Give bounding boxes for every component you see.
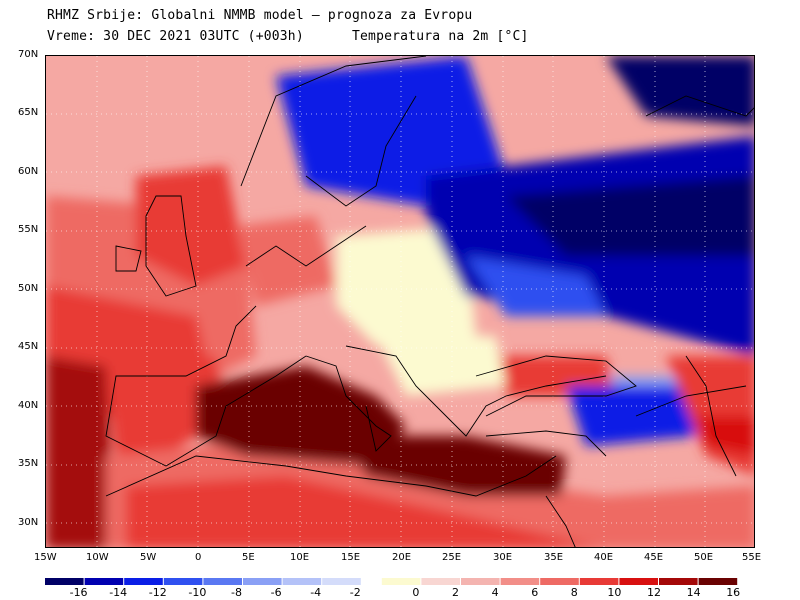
colorbar-swatch (500, 578, 540, 585)
colorbar-swatch (84, 578, 124, 585)
colorbar (45, 578, 738, 585)
colorbar-swatch (124, 578, 163, 585)
lon-label: 45E (644, 552, 664, 563)
colorbar-swatch (45, 578, 84, 585)
colorbar-swatch (282, 578, 322, 585)
colorbar-label: 16 (726, 586, 741, 599)
lon-label: 15E (341, 552, 361, 563)
colorbar-swatch (163, 578, 203, 585)
lon-label: 40E (594, 552, 614, 563)
colorbar-swatch (243, 578, 282, 585)
temperature-field (46, 56, 754, 547)
lon-label: 15W (34, 552, 57, 563)
lat-label: 35N (18, 458, 39, 469)
colorbar-label: 4 (491, 586, 499, 599)
lat-label: 30N (18, 517, 39, 528)
lon-label: 10E (290, 552, 310, 563)
lon-label: 5E (242, 552, 255, 563)
colorbar-label: 2 (452, 586, 459, 599)
colorbar-label: 12 (647, 586, 661, 599)
colorbar-label: 6 (531, 586, 539, 599)
lat-label: 45N (18, 341, 39, 352)
temperature-map (45, 55, 755, 548)
colorbar-label: -14 (109, 586, 128, 599)
coastlines (105, 56, 754, 547)
colorbar-label: 14 (686, 586, 701, 599)
map-title: RHMZ Srbije: Globalni NMMB model — progn… (47, 8, 473, 23)
colorbar-swatch (461, 578, 500, 585)
lon-label: 50E (694, 552, 714, 563)
grid (46, 56, 754, 547)
colorbar-label: 8 (570, 586, 578, 599)
lon-label: 0 (195, 552, 202, 563)
lat-label: 65N (18, 107, 39, 118)
lon-label: 5W (140, 552, 157, 563)
colorbar-swatch (322, 578, 361, 585)
forecast-time: Vreme: 30 DEC 2021 03UTC (+003h) (47, 29, 304, 44)
lon-label: 10W (86, 552, 109, 563)
colorbar-label: -2 (349, 586, 361, 599)
colorbar-label: -6 (270, 586, 282, 599)
variable-name: Temperatura na 2m [°C] (352, 29, 529, 44)
colorbar-label: -16 (69, 586, 88, 599)
lon-label: 20E (392, 552, 412, 563)
lat-label: 55N (18, 224, 39, 235)
colorbar-swatch (659, 578, 698, 585)
colorbar-label: -8 (231, 586, 242, 599)
colorbar-swatch (381, 578, 421, 585)
colorbar-swatch (203, 578, 242, 585)
lat-label: 70N (18, 49, 39, 60)
colorbar-swatch (540, 578, 579, 585)
colorbar-swatch (619, 578, 658, 585)
colorbar-label: 0 (412, 586, 420, 599)
colorbar-label: -4 (310, 586, 322, 599)
lon-label: 30E (493, 552, 513, 563)
colorbar-label: -10 (188, 586, 207, 599)
colorbar-label: 10 (607, 586, 622, 599)
colorbar-swatch (579, 578, 619, 585)
lon-label: 25E (442, 552, 462, 563)
lat-label: 40N (18, 400, 39, 411)
colorbar-swatch (698, 578, 738, 585)
lon-label: 55E (742, 552, 762, 563)
lon-label: 35E (544, 552, 564, 563)
colorbar-label: -12 (148, 586, 167, 599)
lat-label: 60N (18, 166, 39, 177)
colorbar-swatch (421, 578, 460, 585)
lat-label: 50N (18, 283, 39, 294)
